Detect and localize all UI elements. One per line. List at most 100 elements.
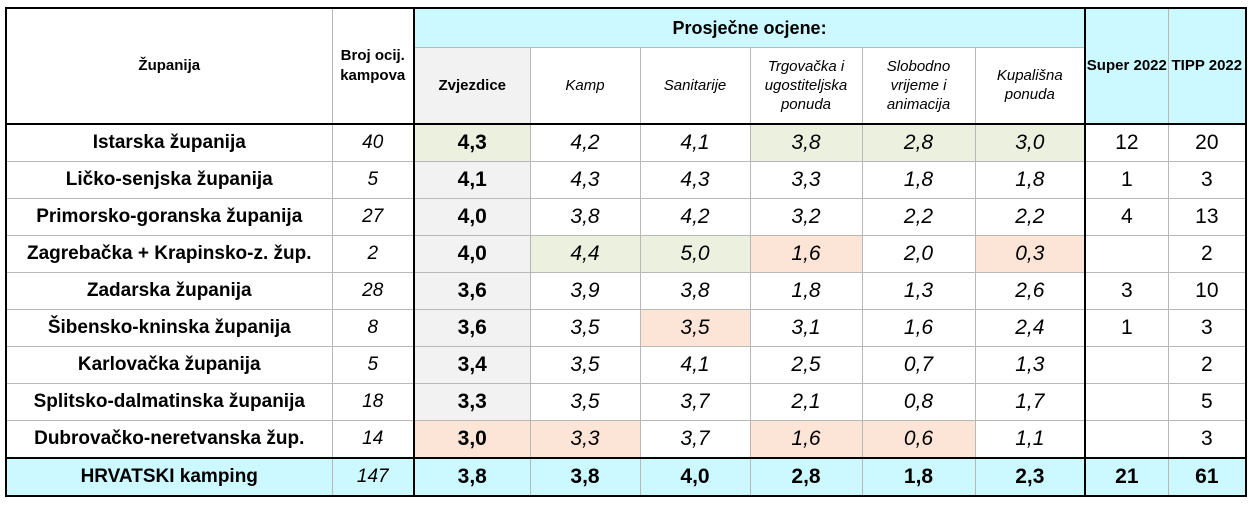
total-tipp-count: 61 — [1167, 456, 1248, 497]
stars-rating: 3,6 — [413, 308, 531, 347]
header-average-ratings: Prosječne ocjene: — [412, 7, 1087, 48]
super-count: 12 — [1084, 122, 1169, 162]
leisure-rating: 0,7 — [861, 345, 976, 384]
leisure-rating: 2,8 — [861, 122, 976, 162]
table-row: Splitsko-dalmatinska županija 18 3,3 3,5… — [5, 382, 1248, 421]
super-count: 1 — [1084, 308, 1169, 347]
header-sanitary: Sanitarije — [639, 47, 751, 124]
trade-rating: 3,3 — [749, 160, 863, 199]
sanitary-rating: 5,0 — [639, 234, 751, 273]
trade-rating: 3,2 — [749, 197, 863, 236]
total-label: HRVATSKI kamping — [5, 456, 333, 497]
leisure-rating: 2,2 — [861, 197, 976, 236]
county-name: Šibensko-kninska županija — [5, 308, 333, 347]
county-name: Zagrebačka + Krapinsko-z. žup. — [5, 234, 333, 273]
county-name: Zadarska županija — [5, 271, 333, 310]
camp-count: 14 — [331, 419, 415, 458]
trade-rating: 3,1 — [749, 308, 863, 347]
stars-rating: 4,3 — [413, 122, 531, 162]
table-row: Dubrovačko-neretvanska žup. 14 3,0 3,3 3… — [5, 419, 1248, 458]
total-trade-rating: 2,8 — [749, 456, 863, 497]
total-stars-rating: 3,8 — [413, 456, 531, 497]
bathing-rating: 1,7 — [974, 382, 1087, 421]
header-count: Broj ocij. kampova — [331, 7, 415, 124]
sanitary-rating: 3,8 — [639, 271, 751, 310]
tipp-count: 2 — [1167, 234, 1248, 273]
tipp-count: 10 — [1167, 271, 1248, 310]
sanitary-rating: 3,5 — [639, 308, 751, 347]
super-count — [1084, 234, 1169, 273]
total-super-count: 21 — [1084, 456, 1169, 497]
camp-rating: 3,9 — [529, 271, 641, 310]
camp-rating: 4,3 — [529, 160, 641, 199]
camp-count: 27 — [331, 197, 415, 236]
header-county: Županija — [5, 7, 333, 124]
super-count — [1084, 345, 1169, 384]
sanitary-rating: 3,7 — [639, 419, 751, 458]
total-bathing-rating: 2,3 — [974, 456, 1087, 497]
stars-rating: 3,0 — [413, 419, 531, 458]
camp-rating: 4,4 — [529, 234, 641, 273]
leisure-rating: 1,3 — [861, 271, 976, 310]
leisure-rating: 1,8 — [861, 160, 976, 199]
county-name: Karlovačka županija — [5, 345, 333, 384]
table-row: Zadarska županija 28 3,6 3,9 3,8 1,8 1,3… — [5, 271, 1248, 310]
tipp-count: 3 — [1167, 160, 1248, 199]
header-tipp-2022: TIPP 2022 — [1167, 7, 1248, 124]
trade-rating: 1,6 — [749, 234, 863, 273]
total-row: HRVATSKI kamping 147 3,8 3,8 4,0 2,8 1,8… — [5, 456, 1248, 497]
trade-rating: 3,8 — [749, 122, 863, 162]
tipp-count: 2 — [1167, 345, 1248, 384]
header-bathing: Kupališna ponuda — [974, 47, 1087, 124]
bathing-rating: 2,6 — [974, 271, 1087, 310]
table-row: Šibensko-kninska županija 8 3,6 3,5 3,5 … — [5, 308, 1248, 347]
bathing-rating: 1,3 — [974, 345, 1087, 384]
leisure-rating: 0,8 — [861, 382, 976, 421]
bathing-rating: 2,2 — [974, 197, 1087, 236]
super-count: 3 — [1084, 271, 1169, 310]
super-count: 4 — [1084, 197, 1169, 236]
stars-rating: 3,3 — [413, 382, 531, 421]
camp-count: 5 — [331, 160, 415, 199]
header-leisure: Slobodno vrijeme i animacija — [861, 47, 976, 124]
camp-count: 5 — [331, 345, 415, 384]
camp-count: 28 — [331, 271, 415, 310]
total-leisure-rating: 1,8 — [861, 456, 976, 497]
camp-count: 2 — [331, 234, 415, 273]
header-camp: Kamp — [529, 47, 641, 124]
camp-count: 8 — [331, 308, 415, 347]
table-row: Ličko-senjska županija 5 4,1 4,3 4,3 3,3… — [5, 160, 1248, 199]
sanitary-rating: 4,1 — [639, 122, 751, 162]
camp-rating: 3,5 — [529, 308, 641, 347]
camp-count: 18 — [331, 382, 415, 421]
camp-rating: 4,2 — [529, 122, 641, 162]
camp-ratings-table: Županija Broj ocij. kampova Prosječne oc… — [5, 7, 1248, 497]
bathing-rating: 1,8 — [974, 160, 1087, 199]
trade-rating: 1,8 — [749, 271, 863, 310]
table-row: Primorsko-goranska županija 27 4,0 3,8 4… — [5, 197, 1248, 236]
leisure-rating: 2,0 — [861, 234, 976, 273]
stars-rating: 3,6 — [413, 271, 531, 310]
trade-rating: 2,1 — [749, 382, 863, 421]
table-row: Karlovačka županija 5 3,4 3,5 4,1 2,5 0,… — [5, 345, 1248, 384]
county-name: Dubrovačko-neretvanska žup. — [5, 419, 333, 458]
county-name: Splitsko-dalmatinska županija — [5, 382, 333, 421]
header-super-2022: Super 2022 — [1084, 7, 1169, 124]
stars-rating: 4,0 — [413, 197, 531, 236]
total-sanitary-rating: 4,0 — [639, 456, 751, 497]
sanitary-rating: 4,1 — [639, 345, 751, 384]
table-row: Istarska županija 40 4,3 4,2 4,1 3,8 2,8… — [5, 122, 1248, 162]
super-count: 1 — [1084, 160, 1169, 199]
sanitary-rating: 3,7 — [639, 382, 751, 421]
trade-rating: 1,6 — [749, 419, 863, 458]
sanitary-rating: 4,3 — [639, 160, 751, 199]
camp-rating: 3,8 — [529, 197, 641, 236]
tipp-count: 3 — [1167, 419, 1248, 458]
sanitary-rating: 4,2 — [639, 197, 751, 236]
leisure-rating: 0,6 — [861, 419, 976, 458]
stars-rating: 4,1 — [413, 160, 531, 199]
super-count — [1084, 382, 1169, 421]
trade-rating: 2,5 — [749, 345, 863, 384]
tipp-count: 3 — [1167, 308, 1248, 347]
camp-rating: 3,5 — [529, 345, 641, 384]
